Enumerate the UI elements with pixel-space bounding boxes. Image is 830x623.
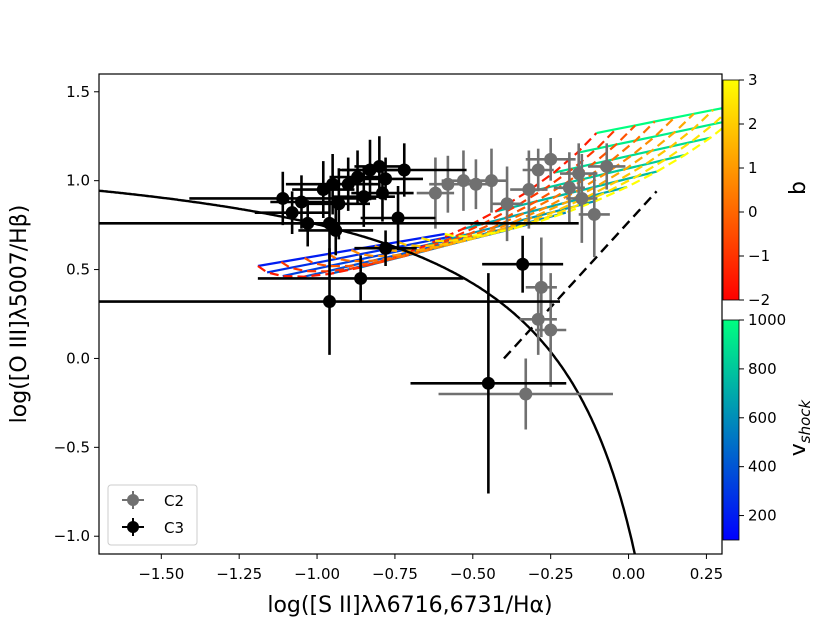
point-c2 — [544, 323, 558, 337]
colorbar-vshock — [722, 319, 740, 541]
y-tick-label: 0.0 — [66, 349, 90, 367]
colorbar-tick-label: 1 — [748, 159, 758, 177]
point-c2 — [522, 183, 536, 197]
point-c2 — [575, 191, 589, 205]
point-c3 — [372, 159, 386, 173]
point-c2 — [562, 181, 576, 195]
x-axis-ticks: −1.50 −1.25 −1.00 −0.75 −0.50 −0.25 0.00 0.25 — [138, 554, 723, 583]
point-c2 — [500, 197, 514, 211]
iso-b-line — [397, 109, 715, 248]
point-c2 — [587, 207, 601, 221]
x-tick-label: −0.75 — [372, 565, 418, 583]
y-tick-label: −1.0 — [54, 527, 90, 545]
point-c2 — [428, 186, 442, 200]
point-c3 — [397, 163, 411, 177]
point-c2 — [519, 387, 533, 401]
legend: C2 C3 — [107, 484, 198, 546]
colorbar-tick-label: −2 — [748, 291, 770, 309]
colorbar-tick-label: 3 — [748, 71, 758, 89]
iso-b-line — [350, 116, 676, 258]
y-axis-label: log([O III]λ5007/Hβ) — [7, 205, 32, 424]
legend-marker-c2 — [122, 491, 144, 509]
point-c3 — [375, 186, 389, 200]
point-c2 — [531, 312, 545, 326]
iso-velocity-line — [266, 235, 454, 274]
colorbar-vshock-ticks: 200 400 600 800 1000 — [739, 311, 786, 525]
point-c3 — [516, 257, 530, 271]
colorbar-tick-label: 400 — [748, 458, 777, 476]
x-tick-label: −1.25 — [216, 565, 262, 583]
iso-velocity-line — [596, 107, 722, 135]
data-points — [276, 152, 614, 401]
point-c3 — [329, 223, 343, 237]
y-axis-ticks: −1.0 −0.5 0.0 0.5 1.0 1.5 — [54, 83, 99, 545]
point-c2 — [572, 167, 586, 181]
point-c2 — [469, 177, 483, 191]
colorbar-b-label: b — [786, 181, 811, 195]
y-tick-label: 1.5 — [66, 83, 90, 101]
y-tick-label: 1.0 — [66, 172, 90, 190]
point-c3 — [354, 271, 368, 285]
plot-frame — [98, 73, 723, 555]
point-c3 — [481, 376, 495, 390]
x-tick-label: −0.50 — [450, 565, 496, 583]
seyfert-liner-line — [503, 190, 658, 360]
colorbar-tick-label: 600 — [748, 409, 777, 427]
legend-marker-c3 — [122, 518, 144, 536]
colorbar-vshock-label-main: v — [786, 443, 811, 456]
point-c3 — [301, 216, 315, 230]
x-tick-label: −1.50 — [138, 565, 184, 583]
colorbar-tick-label: −1 — [748, 247, 770, 265]
legend-label-c3: C3 — [164, 519, 184, 537]
colorbar-tick-label: 0 — [748, 203, 758, 221]
colorbar-tick-label: 200 — [748, 507, 777, 525]
y-tick-label: −0.5 — [54, 438, 90, 456]
colorbar-b-ticks: −2 −1 0 1 2 3 — [739, 71, 770, 309]
colorbar-vshock-label: vshock — [786, 398, 814, 456]
x-tick-label: −0.25 — [528, 565, 574, 583]
point-c2 — [484, 174, 498, 188]
point-c3 — [323, 295, 337, 309]
point-c3 — [357, 190, 371, 204]
error-bars — [99, 136, 626, 494]
point-c3 — [379, 172, 393, 186]
point-c3 — [332, 197, 346, 211]
iso-velocity-line — [576, 121, 722, 154]
point-c3 — [379, 241, 393, 255]
iso-b-line — [327, 120, 656, 263]
iso-b-line — [421, 114, 722, 243]
colorbar-tick-label: 2 — [748, 115, 758, 133]
y-tick-label: 0.5 — [66, 261, 90, 279]
iso-b-line — [257, 132, 598, 278]
point-c2 — [600, 159, 614, 173]
point-c3 — [341, 177, 355, 191]
x-axis-label: log([S II]λλ6716,6731/Hα) — [267, 593, 552, 618]
point-c3 — [391, 211, 405, 225]
colorbar-tick-label: 1000 — [748, 311, 786, 329]
point-c2 — [544, 152, 558, 166]
x-tick-label: 0.25 — [690, 565, 723, 583]
x-tick-label: −1.00 — [294, 565, 340, 583]
point-c2 — [456, 174, 470, 188]
colorbar-b — [722, 79, 740, 301]
point-c3 — [276, 191, 290, 205]
point-c3 — [351, 170, 365, 184]
colorbar-vshock-label-sub: shock — [796, 398, 814, 443]
point-c2 — [441, 177, 455, 191]
point-c3 — [326, 177, 340, 191]
point-c3 — [294, 195, 308, 209]
colorbar-tick-label: 800 — [748, 360, 777, 378]
iso-b-line — [374, 113, 695, 253]
x-tick-label: 0.00 — [612, 565, 645, 583]
point-c3 — [285, 206, 299, 220]
point-c2 — [534, 280, 548, 294]
point-c2 — [531, 163, 545, 177]
legend-label-c2: C2 — [164, 492, 184, 510]
